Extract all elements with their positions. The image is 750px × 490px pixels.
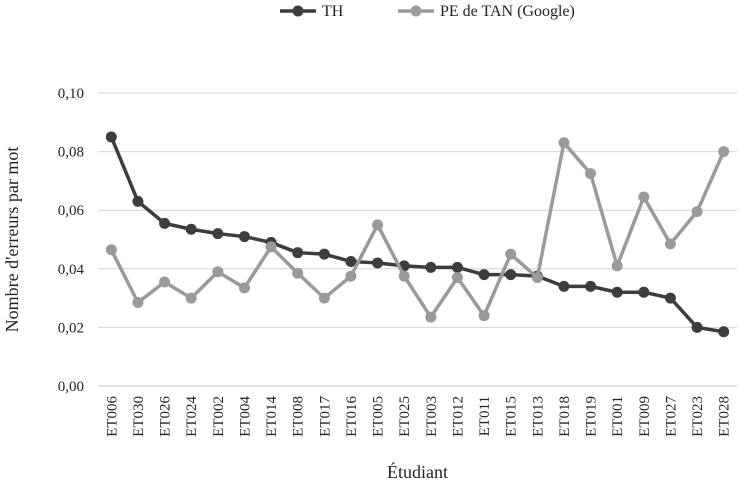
data-point: [132, 296, 144, 308]
x-tick-label: ET030: [131, 396, 147, 437]
x-tick-label: ET017: [317, 396, 333, 437]
data-point: [212, 266, 224, 278]
data-point: [105, 131, 117, 143]
data-point: [638, 191, 650, 203]
data-point: [292, 247, 304, 259]
x-tick-label: ET006: [104, 396, 120, 437]
series-1: [105, 131, 730, 338]
data-point: [318, 248, 330, 260]
y-tick-label: 0,02: [58, 320, 84, 336]
data-point: [185, 292, 197, 304]
data-point: [265, 241, 277, 253]
x-tick-label: ET023: [690, 396, 706, 437]
data-point: [585, 280, 597, 292]
x-tick-label: ET025: [397, 396, 413, 437]
legend-marker: [410, 5, 422, 17]
data-point: [718, 326, 730, 338]
data-point: [425, 311, 437, 323]
y-axis-title: Nombre d'erreurs par mot: [2, 147, 22, 333]
data-point: [691, 321, 703, 333]
y-axis-ticks: 0,00 0,02 0,04 0,06 0,08 0,10: [58, 86, 85, 395]
x-tick-label: ET002: [211, 396, 227, 437]
data-point: [318, 292, 330, 304]
x-tick-label: ET026: [158, 396, 174, 437]
data-point: [425, 261, 437, 273]
x-tick-label: ET011: [477, 396, 493, 436]
y-tick-label: 0,06: [58, 203, 85, 219]
x-tick-label: ET009: [637, 396, 653, 437]
data-point: [238, 231, 250, 243]
data-point: [159, 217, 171, 229]
x-tick-label: ET014: [264, 396, 280, 437]
legend-marker: [292, 5, 304, 17]
data-point: [585, 168, 597, 180]
data-point: [638, 286, 650, 298]
data-point: [478, 269, 490, 281]
data-point: [159, 276, 171, 288]
data-point: [611, 260, 623, 272]
data-point: [664, 292, 676, 304]
y-tick-label: 0,10: [58, 86, 84, 102]
x-tick-label: ET003: [424, 396, 440, 437]
legend-label: TH: [322, 3, 344, 20]
data-point: [372, 219, 384, 231]
x-tick-label: ET027: [663, 396, 679, 437]
gridlines: [98, 92, 737, 328]
data-point: [451, 272, 463, 284]
data-point: [398, 270, 410, 282]
data-point: [238, 282, 250, 294]
y-tick-label: 0,04: [58, 262, 85, 278]
y-tick-label: 0,08: [58, 145, 84, 161]
data-point: [691, 206, 703, 218]
x-tick-label: ET005: [371, 396, 387, 437]
data-point: [345, 270, 357, 282]
data-point: [345, 255, 357, 267]
data-point: [664, 238, 676, 250]
x-tick-label: ET013: [530, 396, 546, 437]
data-point: [212, 228, 224, 240]
series-group: [105, 131, 730, 338]
x-tick-label: ET018: [557, 396, 573, 437]
data-point: [718, 146, 730, 158]
data-point: [611, 286, 623, 298]
legend: TH PE de TAN (Google): [280, 3, 575, 20]
data-point: [451, 261, 463, 273]
x-axis-title: Étudiant: [387, 461, 448, 482]
series-2: [105, 137, 730, 323]
x-tick-label: ET004: [237, 396, 253, 437]
data-point: [478, 310, 490, 322]
x-tick-label: ET008: [291, 396, 307, 437]
x-tick-label: ET028: [717, 396, 733, 437]
x-tick-label: ET016: [344, 396, 360, 437]
series-line: [109, 141, 726, 319]
data-point: [558, 137, 570, 149]
data-point: [185, 223, 197, 235]
legend-label: PE de TAN (Google): [440, 3, 575, 20]
data-point: [372, 257, 384, 269]
data-point: [505, 269, 517, 281]
data-point: [505, 248, 517, 260]
data-point: [132, 195, 144, 207]
x-axis-ticks: ET006 ET030 ET026 ET024 ET002 ET004 ET014 ET008…: [104, 396, 732, 437]
x-tick-label: ET015: [504, 396, 520, 437]
legend-item: TH: [280, 3, 344, 20]
legend-item: PE de TAN (Google): [398, 3, 575, 20]
x-tick-label: ET001: [610, 396, 626, 437]
data-point: [531, 272, 543, 284]
x-tick-label: ET024: [184, 396, 200, 437]
data-point: [558, 280, 570, 292]
data-point: [292, 267, 304, 279]
data-point: [105, 244, 117, 256]
x-tick-label: ET012: [450, 396, 466, 437]
y-tick-label: 0,00: [58, 379, 84, 395]
x-tick-label: ET019: [584, 396, 600, 437]
series-line: [109, 136, 724, 334]
